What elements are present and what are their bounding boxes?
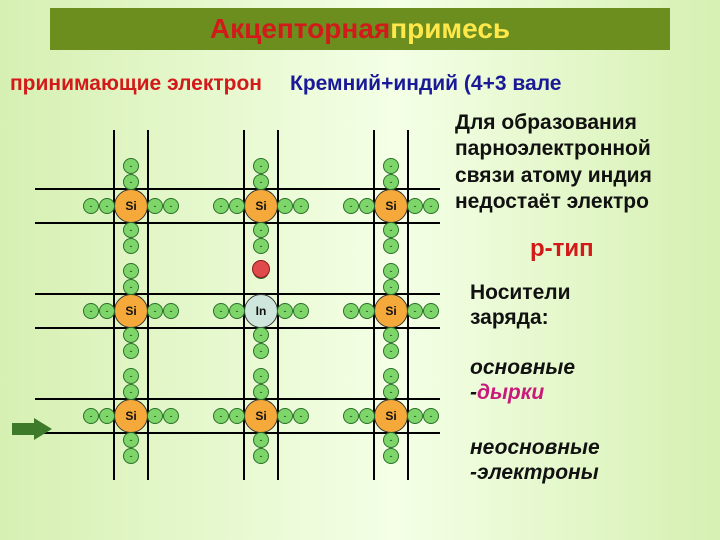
electron: - bbox=[253, 368, 269, 384]
electron: - bbox=[423, 303, 439, 319]
electron: - bbox=[123, 279, 139, 295]
electron: - bbox=[253, 343, 269, 359]
electron: - bbox=[253, 174, 269, 190]
electron: - bbox=[123, 174, 139, 190]
electron: - bbox=[383, 158, 399, 174]
electron: - bbox=[163, 408, 179, 424]
atom-si: Si bbox=[374, 294, 408, 328]
electron: - bbox=[293, 198, 309, 214]
electron: - bbox=[383, 384, 399, 400]
electron: - bbox=[407, 303, 423, 319]
electron: - bbox=[123, 432, 139, 448]
electron: - bbox=[253, 327, 269, 343]
atom-in: In bbox=[244, 294, 278, 328]
electron: - bbox=[343, 303, 359, 319]
electron: - bbox=[123, 384, 139, 400]
main-word: дырки bbox=[477, 381, 544, 404]
electron: - bbox=[359, 408, 375, 424]
hole-marker bbox=[252, 260, 270, 278]
electron: - bbox=[147, 198, 163, 214]
atom-si: Si bbox=[114, 294, 148, 328]
electron: - bbox=[123, 327, 139, 343]
electron: - bbox=[253, 432, 269, 448]
electron: - bbox=[383, 343, 399, 359]
electron: - bbox=[383, 174, 399, 190]
lattice-diagram: Si--------Si--------Si--------Si--------… bbox=[0, 0, 460, 540]
electron: - bbox=[407, 198, 423, 214]
electron: - bbox=[253, 384, 269, 400]
electron: - bbox=[383, 222, 399, 238]
electron: - bbox=[383, 327, 399, 343]
electron: - bbox=[383, 432, 399, 448]
electron: - bbox=[359, 303, 375, 319]
electron: - bbox=[123, 222, 139, 238]
lattice-grid-h bbox=[35, 293, 440, 295]
atom-si: Si bbox=[244, 189, 278, 223]
lattice-grid-h bbox=[35, 222, 440, 224]
atom-si: Si bbox=[244, 399, 278, 433]
electron: - bbox=[123, 263, 139, 279]
electron: - bbox=[83, 198, 99, 214]
electron: - bbox=[407, 408, 423, 424]
electron: - bbox=[83, 408, 99, 424]
electron: - bbox=[123, 238, 139, 254]
electron: - bbox=[123, 448, 139, 464]
electron: - bbox=[383, 238, 399, 254]
lattice-grid-h bbox=[35, 188, 440, 190]
electron: - bbox=[99, 303, 115, 319]
electron: - bbox=[147, 303, 163, 319]
electron: - bbox=[123, 158, 139, 174]
lattice-grid-h bbox=[35, 398, 440, 400]
main-carriers: основные -дырки bbox=[470, 355, 575, 405]
electron: - bbox=[343, 198, 359, 214]
electron: - bbox=[163, 198, 179, 214]
electron: - bbox=[383, 368, 399, 384]
electron: - bbox=[123, 343, 139, 359]
electron: - bbox=[277, 303, 293, 319]
electron: - bbox=[213, 303, 229, 319]
electron: - bbox=[213, 408, 229, 424]
electron: - bbox=[343, 408, 359, 424]
electron: - bbox=[293, 303, 309, 319]
electron: - bbox=[229, 303, 245, 319]
electron: - bbox=[277, 198, 293, 214]
electron: - bbox=[99, 408, 115, 424]
electron: - bbox=[293, 408, 309, 424]
electron: - bbox=[253, 448, 269, 464]
atom-si: Si bbox=[114, 189, 148, 223]
electron: - bbox=[147, 408, 163, 424]
atom-si: Si bbox=[374, 189, 408, 223]
electron: - bbox=[99, 198, 115, 214]
electron: - bbox=[83, 303, 99, 319]
atom-si: Si bbox=[374, 399, 408, 433]
electron: - bbox=[423, 198, 439, 214]
lattice-grid-h bbox=[35, 327, 440, 329]
paragraph-1: Для образования парноэлектронной связи а… bbox=[455, 110, 652, 215]
electron: - bbox=[163, 303, 179, 319]
electron: - bbox=[253, 238, 269, 254]
electron: - bbox=[229, 198, 245, 214]
p-type-label: р-тип bbox=[530, 235, 594, 263]
lattice-grid-h bbox=[35, 432, 440, 434]
carriers-label: Носители заряда: bbox=[470, 280, 571, 330]
electron: - bbox=[383, 279, 399, 295]
electron: - bbox=[229, 408, 245, 424]
electron: - bbox=[423, 408, 439, 424]
electron: - bbox=[213, 198, 229, 214]
electron: - bbox=[359, 198, 375, 214]
electron: - bbox=[383, 263, 399, 279]
electron: - bbox=[277, 408, 293, 424]
arrow-right-icon bbox=[12, 418, 52, 440]
minor-carriers: неосновные -электроны bbox=[470, 435, 600, 485]
atom-si: Si bbox=[114, 399, 148, 433]
electron: - bbox=[123, 368, 139, 384]
electron: - bbox=[253, 158, 269, 174]
electron: - bbox=[383, 448, 399, 464]
electron: - bbox=[253, 222, 269, 238]
